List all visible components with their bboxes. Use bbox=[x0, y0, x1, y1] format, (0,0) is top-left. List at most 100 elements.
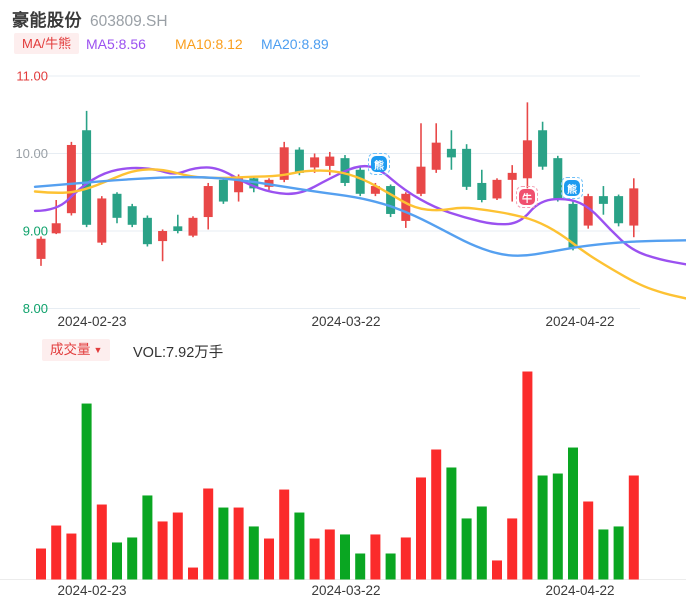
volume-bar[interactable] bbox=[583, 501, 594, 580]
candlestick[interactable] bbox=[446, 130, 456, 170]
candlestick[interactable] bbox=[401, 192, 411, 228]
dropdown-caret-icon: ▼ bbox=[93, 345, 103, 355]
volume-bar[interactable] bbox=[522, 371, 533, 580]
volume-bar[interactable] bbox=[598, 529, 609, 580]
candlestick[interactable] bbox=[355, 167, 365, 197]
volume-bar[interactable] bbox=[188, 567, 198, 580]
candle-body bbox=[568, 203, 578, 249]
volume-bar[interactable] bbox=[157, 521, 168, 580]
candlestick[interactable] bbox=[598, 186, 608, 215]
stock-name: 豪能股份 bbox=[12, 11, 82, 30]
volume-bar[interactable] bbox=[507, 518, 518, 580]
volume-bar[interactable] bbox=[446, 467, 457, 580]
indicator-selector-badge[interactable]: MA/牛熊 bbox=[14, 33, 80, 54]
candle-body bbox=[507, 172, 517, 180]
candlestick[interactable] bbox=[158, 229, 168, 262]
candle-body bbox=[249, 178, 259, 189]
volume-bar[interactable] bbox=[248, 526, 259, 580]
candle-body bbox=[477, 182, 487, 200]
volume-bar[interactable] bbox=[51, 525, 62, 580]
candlestick[interactable] bbox=[416, 123, 426, 197]
candlestick[interactable] bbox=[629, 178, 639, 238]
candle-body bbox=[158, 231, 168, 242]
ma10-line bbox=[33, 168, 686, 300]
volume-bar[interactable] bbox=[294, 512, 305, 580]
candlestick[interactable] bbox=[66, 141, 76, 216]
candlestick[interactable] bbox=[249, 176, 259, 193]
candlestick[interactable] bbox=[553, 155, 563, 202]
volume-bar[interactable] bbox=[552, 473, 563, 580]
volume-bar[interactable] bbox=[628, 475, 639, 580]
candlestick[interactable] bbox=[614, 194, 624, 227]
candlestick[interactable] bbox=[82, 110, 92, 228]
volume-bar[interactable] bbox=[568, 447, 578, 580]
volume-bar[interactable] bbox=[461, 518, 472, 580]
volume-bar[interactable] bbox=[81, 403, 92, 580]
candlestick[interactable] bbox=[127, 203, 137, 228]
volume-bar[interactable] bbox=[613, 526, 624, 580]
candle-body bbox=[629, 188, 639, 226]
volume-bar[interactable] bbox=[279, 489, 290, 580]
volume-bar[interactable] bbox=[309, 538, 320, 580]
candle-body bbox=[294, 149, 304, 173]
volume-bar[interactable] bbox=[370, 534, 381, 580]
candlestick[interactable] bbox=[294, 147, 304, 176]
volume-bar[interactable] bbox=[431, 449, 442, 580]
volume-bar[interactable] bbox=[112, 542, 122, 580]
candlestick[interactable] bbox=[462, 144, 472, 190]
candlestick[interactable] bbox=[431, 123, 441, 173]
volume-selector-badge[interactable]: 成交量 ▼ bbox=[42, 339, 111, 361]
candle-body bbox=[173, 226, 183, 231]
candle-body bbox=[492, 179, 502, 199]
candlestick[interactable] bbox=[583, 193, 593, 229]
volume-bar[interactable] bbox=[492, 560, 502, 580]
candlestick[interactable] bbox=[173, 214, 183, 234]
candlestick[interactable] bbox=[507, 165, 517, 202]
volume-bar[interactable] bbox=[324, 529, 335, 580]
volume-bar[interactable] bbox=[416, 477, 426, 580]
candlestick[interactable] bbox=[203, 182, 213, 230]
volume-bar[interactable] bbox=[66, 533, 77, 580]
volume-bar[interactable] bbox=[203, 488, 214, 580]
candlestick[interactable] bbox=[477, 169, 487, 203]
volume-bar[interactable] bbox=[355, 553, 366, 580]
volume-bar[interactable] bbox=[96, 504, 107, 580]
volume-bar[interactable] bbox=[385, 553, 396, 580]
volume-chart-canvas[interactable] bbox=[0, 364, 686, 582]
ma10-legend-label: MA10:8.12 bbox=[175, 36, 243, 52]
candlestick[interactable] bbox=[522, 102, 532, 189]
candle-body bbox=[462, 148, 472, 187]
bear-signal-icon[interactable]: 熊 bbox=[368, 153, 390, 175]
volume-bar[interactable] bbox=[218, 507, 229, 580]
volume-bar[interactable] bbox=[264, 538, 274, 580]
volume-bar[interactable] bbox=[400, 537, 411, 580]
candlestick[interactable] bbox=[97, 196, 107, 245]
volume-bar[interactable] bbox=[36, 548, 46, 580]
volume-bar[interactable] bbox=[142, 495, 153, 580]
volume-bar[interactable] bbox=[340, 534, 350, 580]
candlestick[interactable] bbox=[112, 192, 122, 224]
price-chart-canvas[interactable]: 11.00 10.00 9.00 8.00 bbox=[0, 0, 686, 340]
candlestick[interactable] bbox=[188, 216, 198, 238]
candlestick[interactable] bbox=[386, 184, 396, 218]
bear-signal-icon[interactable]: 熊 bbox=[561, 177, 583, 199]
volume-bar[interactable] bbox=[476, 506, 487, 580]
x-axis-date-label: 2024-02-23 bbox=[57, 314, 127, 329]
candlestick[interactable] bbox=[142, 215, 152, 247]
candle-body bbox=[188, 217, 198, 236]
x-axis-date-label: 2024-04-22 bbox=[545, 314, 615, 329]
candle-body bbox=[386, 186, 396, 214]
candle-body bbox=[522, 140, 532, 179]
candlestick[interactable] bbox=[538, 121, 548, 170]
volume-bar[interactable] bbox=[172, 512, 183, 580]
candlestick[interactable] bbox=[218, 178, 228, 204]
candle-body bbox=[598, 196, 608, 204]
candlestick[interactable] bbox=[36, 236, 46, 266]
candlestick[interactable] bbox=[492, 178, 502, 200]
bull-signal-icon[interactable]: 牛 bbox=[516, 186, 538, 208]
volume-bar[interactable] bbox=[537, 475, 548, 580]
volume-bar[interactable] bbox=[233, 507, 244, 580]
volume-bar[interactable] bbox=[127, 537, 138, 580]
candlestick[interactable] bbox=[51, 200, 61, 235]
